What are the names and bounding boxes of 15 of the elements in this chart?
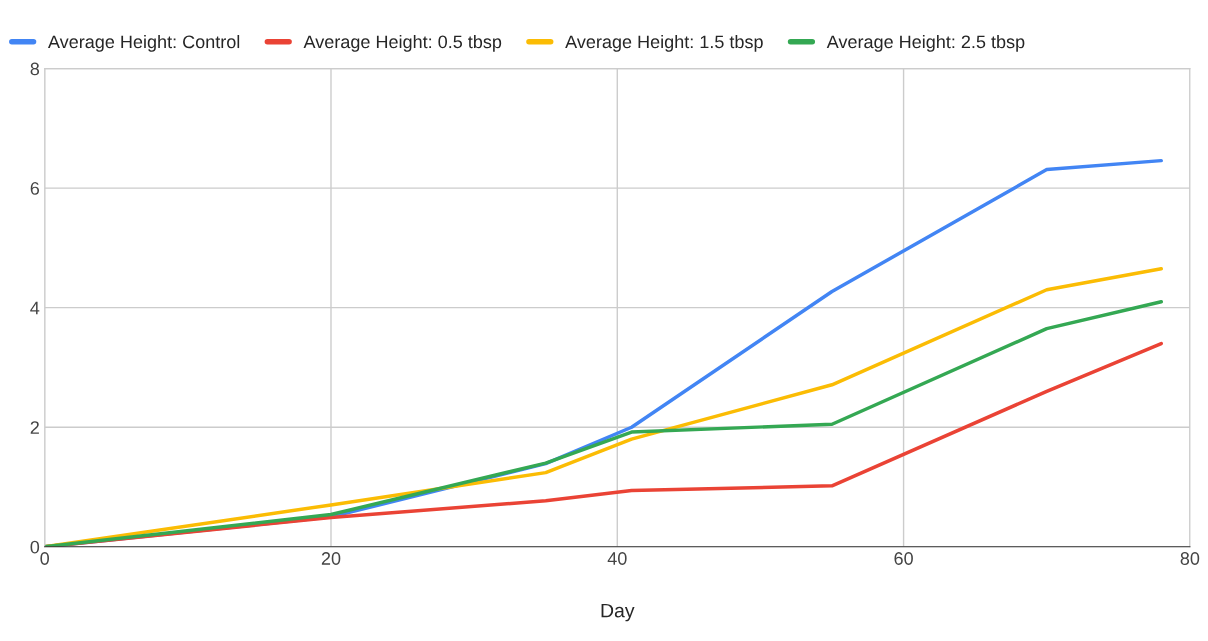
y-tick-label: 6 bbox=[30, 182, 40, 195]
y-tick-label: 2 bbox=[30, 421, 39, 434]
legend-label: Average Height: Control bbox=[47, 34, 240, 52]
x-tick-label: 60 bbox=[894, 552, 913, 565]
x-tick-label: 0 bbox=[40, 552, 50, 565]
legend-label: Average Height: 0.5 tbsp bbox=[303, 34, 502, 52]
y-tick-label: 0 bbox=[30, 540, 40, 554]
y-tick-label: 8 bbox=[30, 62, 40, 76]
legend-label: Average Height: 2.5 tbsp bbox=[826, 34, 1025, 52]
x-tick-label: 80 bbox=[1180, 552, 1200, 565]
y-tick-label: 4 bbox=[30, 301, 40, 315]
legend-label: Average Height: 1.5 tbsp bbox=[565, 34, 763, 52]
x-tick-label: 40 bbox=[607, 552, 627, 565]
x-tick-label: 20 bbox=[321, 552, 341, 565]
x-axis-title: Day bbox=[601, 603, 635, 622]
